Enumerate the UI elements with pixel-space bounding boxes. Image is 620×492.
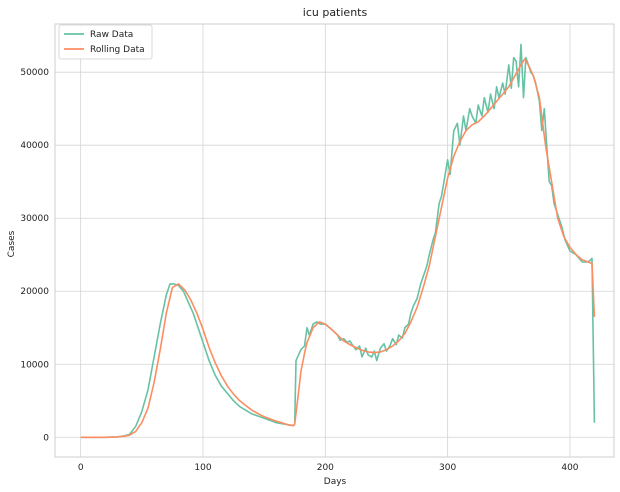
y-tick-label: 30000 <box>20 214 49 224</box>
y-tick-label: 40000 <box>20 141 49 151</box>
legend-label-raw-data: Raw Data <box>90 30 133 40</box>
series-line-rolling-data <box>80 58 596 439</box>
x-axis-label: Days <box>324 477 347 487</box>
plot-area <box>55 24 614 457</box>
legend: Raw Data Rolling Data <box>58 24 153 60</box>
plot-frame <box>54 23 615 458</box>
tick-labels: 0 100 200 300 400 0 10000 20000 30000 40000 50000 <box>20 68 578 473</box>
x-tick-label: 400 <box>561 463 578 473</box>
series-lines <box>80 43 596 439</box>
y-tick-label: 20000 <box>20 287 49 297</box>
legend-label-rolling-data: Rolling Data <box>90 45 145 55</box>
y-axis-label: Cases <box>7 230 17 257</box>
chart-title: icu patients <box>303 6 368 19</box>
y-tick-label: 0 <box>43 433 49 443</box>
x-tick-label: 0 <box>78 463 84 473</box>
y-tick-label: 10000 <box>20 360 49 370</box>
y-tick-label: 50000 <box>20 68 49 78</box>
x-tick-label: 100 <box>194 463 211 473</box>
x-tick-label: 300 <box>439 463 456 473</box>
grid <box>55 24 614 457</box>
series-line-raw-data <box>80 43 596 439</box>
x-tick-label: 200 <box>317 463 334 473</box>
